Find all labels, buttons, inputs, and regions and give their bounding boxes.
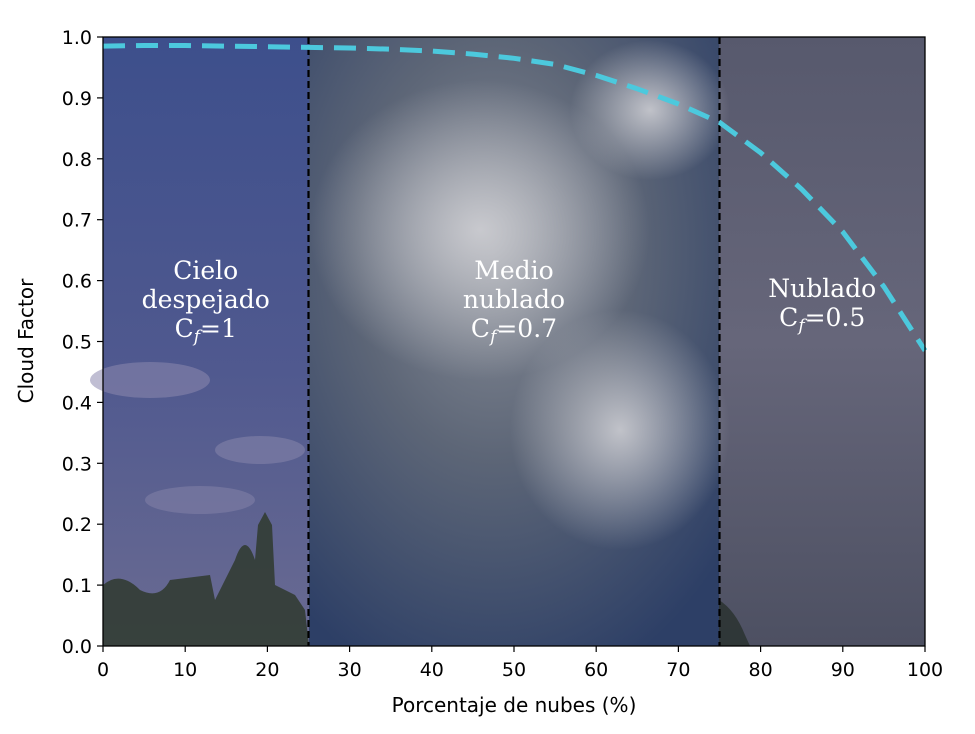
town-silhouette	[103, 512, 309, 646]
region-label-line: Cf=0.5	[779, 303, 865, 336]
region-label-line: Cf=0.7	[471, 314, 557, 347]
x-tick-label: 0	[97, 659, 109, 681]
cloud-puff	[510, 310, 730, 550]
cloud-puff	[145, 486, 255, 514]
y-tick-label: 0.1	[62, 575, 92, 597]
cloud-puff	[215, 436, 305, 464]
y-tick-label: 0.6	[62, 271, 92, 293]
y-tick-label: 0.7	[62, 210, 92, 232]
y-tick-label: 0.0	[62, 636, 92, 658]
region-dividers	[307, 37, 721, 646]
region-label-line: Nublado	[768, 274, 876, 303]
cloud-factor-curve	[102, 43, 928, 352]
cloud-puff	[310, 80, 650, 380]
x-tick-label: 10	[173, 659, 197, 681]
y-tick-label: 0.3	[62, 453, 92, 475]
x-tick-label: 30	[338, 659, 362, 681]
x-axis: 0 10 20 30 40 50 60 70 80 90 100	[97, 646, 943, 681]
x-axis-title: Porcentaje de nubes (%)	[392, 693, 637, 717]
x-tick-label: 50	[502, 659, 526, 681]
tree-silhouette	[719, 600, 750, 646]
plot-background	[90, 37, 925, 646]
region-label-line: Medio	[474, 256, 553, 285]
y-tick-label: 0.4	[62, 392, 92, 414]
cloud-puff	[90, 362, 210, 398]
x-tick-label: 90	[831, 659, 855, 681]
region-label-line: Cielo	[173, 256, 238, 285]
y-tick-label: 0.5	[62, 332, 92, 354]
region-clear-sky-bg	[103, 37, 309, 646]
x-tick-label: 40	[420, 659, 444, 681]
y-tick-label: 0.9	[62, 88, 92, 110]
y-axis-title: Cloud Factor	[14, 278, 38, 403]
y-tick-label: 0.2	[62, 514, 92, 536]
x-tick-label: 70	[666, 659, 690, 681]
region-label-line: nublado	[463, 285, 565, 314]
cloud-puff	[570, 40, 730, 180]
x-tick-label: 80	[749, 659, 773, 681]
x-tick-label: 60	[584, 659, 608, 681]
y-axis: 0.0 0.1 0.2 0.3 0.4 0.5 0.6 0.7 0.8 0.9 1.0	[62, 27, 103, 658]
region-label-line: despejado	[142, 285, 270, 314]
x-tick-label: 20	[255, 659, 279, 681]
region-label-line: Cf=1	[175, 314, 237, 347]
x-tick-label: 100	[907, 659, 943, 681]
y-tick-label: 0.8	[62, 149, 92, 171]
y-tick-label: 1.0	[62, 27, 92, 49]
region-overcast-bg	[719, 37, 925, 646]
